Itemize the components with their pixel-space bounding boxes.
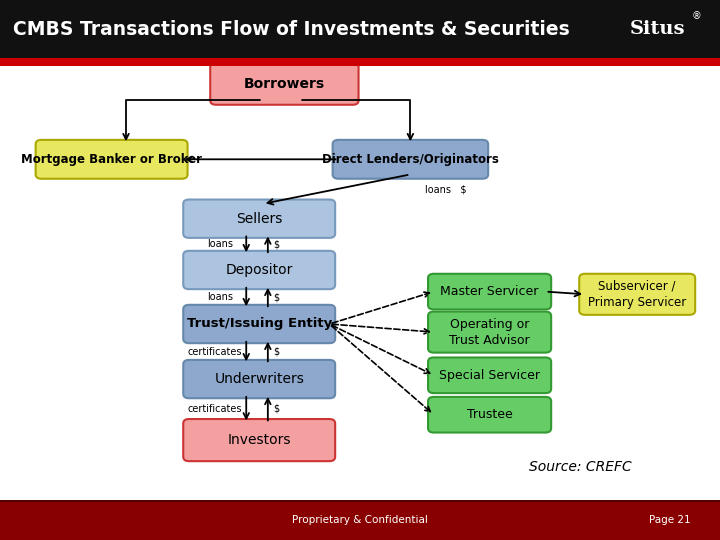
FancyBboxPatch shape bbox=[210, 63, 359, 105]
Text: loans: loans bbox=[207, 292, 233, 302]
Text: Sellers: Sellers bbox=[236, 212, 282, 226]
Text: Master Servicer: Master Servicer bbox=[441, 285, 539, 298]
Text: $: $ bbox=[274, 239, 280, 249]
FancyBboxPatch shape bbox=[428, 274, 552, 309]
FancyBboxPatch shape bbox=[0, 500, 720, 540]
Text: Investors: Investors bbox=[228, 433, 291, 447]
FancyBboxPatch shape bbox=[428, 312, 552, 353]
FancyBboxPatch shape bbox=[183, 251, 335, 289]
Text: Borrowers: Borrowers bbox=[244, 77, 325, 91]
Text: Underwriters: Underwriters bbox=[215, 372, 304, 386]
Text: Operating or
Trust Advisor: Operating or Trust Advisor bbox=[449, 318, 530, 347]
FancyBboxPatch shape bbox=[333, 140, 488, 179]
Text: loans   $: loans $ bbox=[425, 184, 467, 194]
Text: certificates: certificates bbox=[187, 403, 242, 414]
FancyBboxPatch shape bbox=[183, 360, 335, 399]
FancyBboxPatch shape bbox=[579, 274, 696, 315]
Text: ®: ® bbox=[691, 11, 701, 21]
Text: certificates: certificates bbox=[187, 347, 242, 356]
Text: Depositor: Depositor bbox=[225, 263, 293, 277]
Text: Situs: Situs bbox=[630, 20, 685, 38]
Text: Trustee: Trustee bbox=[467, 408, 513, 421]
Text: Trust/Issuing Entity: Trust/Issuing Entity bbox=[186, 318, 332, 330]
Text: $: $ bbox=[274, 347, 280, 356]
Text: $: $ bbox=[274, 292, 280, 302]
FancyBboxPatch shape bbox=[183, 199, 335, 238]
Text: Proprietary & Confidential: Proprietary & Confidential bbox=[292, 515, 428, 525]
Text: Subservicer /
Primary Servicer: Subservicer / Primary Servicer bbox=[588, 280, 686, 309]
FancyBboxPatch shape bbox=[183, 419, 335, 461]
FancyBboxPatch shape bbox=[183, 305, 335, 343]
FancyBboxPatch shape bbox=[0, 0, 720, 58]
Text: Direct Lenders/Originators: Direct Lenders/Originators bbox=[322, 153, 499, 166]
Text: $: $ bbox=[274, 403, 280, 414]
FancyBboxPatch shape bbox=[428, 357, 552, 393]
FancyBboxPatch shape bbox=[35, 140, 187, 179]
Text: Source: CREFC: Source: CREFC bbox=[529, 460, 632, 474]
Text: Special Servicer: Special Servicer bbox=[439, 369, 540, 382]
FancyBboxPatch shape bbox=[0, 500, 720, 502]
FancyBboxPatch shape bbox=[428, 397, 552, 433]
Text: Page 21: Page 21 bbox=[649, 515, 690, 525]
Text: Mortgage Banker or Broker: Mortgage Banker or Broker bbox=[21, 153, 202, 166]
FancyBboxPatch shape bbox=[0, 58, 720, 66]
Text: loans: loans bbox=[207, 239, 233, 249]
Text: CMBS Transactions Flow of Investments & Securities: CMBS Transactions Flow of Investments & … bbox=[13, 19, 570, 39]
